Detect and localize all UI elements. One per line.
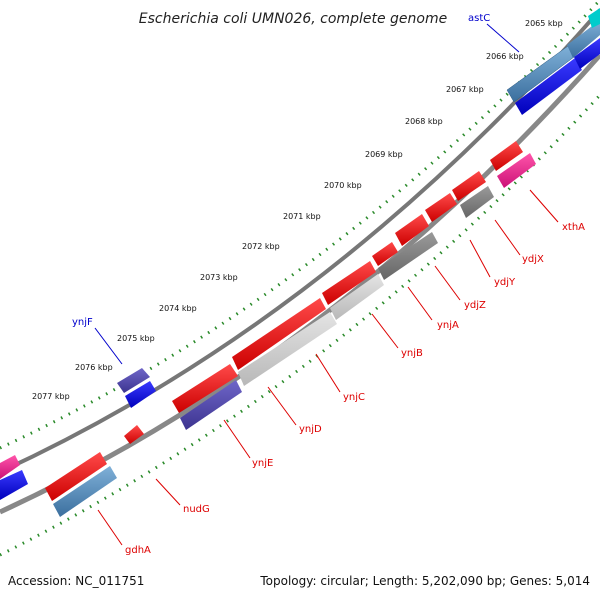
leader-astC (486, 23, 520, 53)
gene-red-3[interactable] (425, 193, 457, 222)
kbp-label: 2065 kbp (525, 19, 563, 28)
outer-tick-track (0, 0, 600, 450)
gene-label-nudG[interactable]: nudG (183, 504, 210, 515)
gene-steel-right[interactable] (567, 20, 600, 58)
kbp-label: 2074 kbp (159, 304, 197, 313)
kbp-label: 2071 kbp (283, 212, 321, 221)
gene-red-1[interactable] (490, 141, 523, 171)
gene-blue-left[interactable] (0, 470, 28, 500)
map-title: Escherichia coli UMN026, complete genome (139, 11, 447, 27)
gene-label-gdhA[interactable]: gdhA (125, 545, 151, 556)
gene-lightgrey-ynjB[interactable] (330, 274, 384, 320)
gene-steel-gdhA[interactable] (53, 466, 117, 517)
gene-label-ynjB[interactable]: ynjB (401, 348, 423, 359)
gene-red-ynjA[interactable] (322, 261, 376, 305)
gene-purple-ynjE[interactable] (180, 380, 242, 430)
kbp-label: 2072 kbp (242, 242, 280, 251)
inner-tick-track (0, 93, 600, 557)
kbp-label: 2077 kbp (32, 392, 70, 401)
gene-pink-left[interactable] (0, 455, 20, 479)
kbp-label: 2070 kbp (324, 181, 362, 190)
gene-label-ydjX[interactable]: ydjX (522, 254, 544, 265)
gene-red-2[interactable] (452, 171, 486, 201)
gene-label-ydjZ[interactable]: ydjZ (464, 300, 486, 311)
gene-red-nudG[interactable] (124, 425, 144, 444)
gene-grey-ydjZ[interactable] (378, 232, 438, 280)
gene-pink-xthA[interactable] (497, 153, 536, 188)
gene-red-4[interactable] (395, 214, 429, 246)
gene-label-ynjF[interactable]: ynjF (72, 317, 93, 328)
gene-label-ynjE[interactable]: ynjE (252, 458, 273, 469)
gene-label-xthA[interactable]: xthA (562, 222, 585, 233)
accession-text: Accession: NC_011751 (8, 574, 144, 588)
gene-blue-forward[interactable] (515, 58, 582, 115)
kbp-label: 2067 kbp (446, 85, 484, 94)
gene-label-ydjY[interactable]: ydjY (494, 277, 516, 288)
gene-label-ynjA[interactable]: ynjA (437, 320, 459, 331)
gene-red-ynjD[interactable] (172, 364, 238, 413)
gene-red-gdhA[interactable] (45, 452, 107, 501)
kbp-label: 2075 kbp (117, 334, 155, 343)
gene-red-5[interactable] (372, 242, 398, 266)
gene-cyan-edge[interactable] (588, 8, 600, 28)
gene-ynjF-purple[interactable] (117, 368, 150, 393)
gene-blue-forward-2[interactable] (574, 38, 600, 69)
topology-text: Topology: circular; Length: 5,202,090 bp… (259, 574, 590, 588)
kbp-label: 2068 kbp (405, 117, 443, 126)
gene-grey-ydjX[interactable] (460, 186, 494, 218)
gene-red-ynjC[interactable] (232, 298, 326, 370)
gene-ynjF-blue[interactable] (125, 381, 156, 408)
gene-label-ynjD[interactable]: ynjD (299, 424, 322, 435)
leader-ynjF (94, 327, 123, 365)
gene-label-ynjC[interactable]: ynjC (343, 392, 365, 403)
gene-label-astC[interactable]: astC (468, 13, 490, 24)
kbp-label: 2076 kbp (75, 363, 113, 372)
reverse-leaders (97, 189, 559, 546)
kbp-label: 2073 kbp (200, 273, 238, 282)
gene-lightgrey-ynjC[interactable] (238, 312, 337, 386)
kbp-label: 2069 kbp (365, 150, 403, 159)
kbp-label: 2066 kbp (486, 52, 524, 61)
